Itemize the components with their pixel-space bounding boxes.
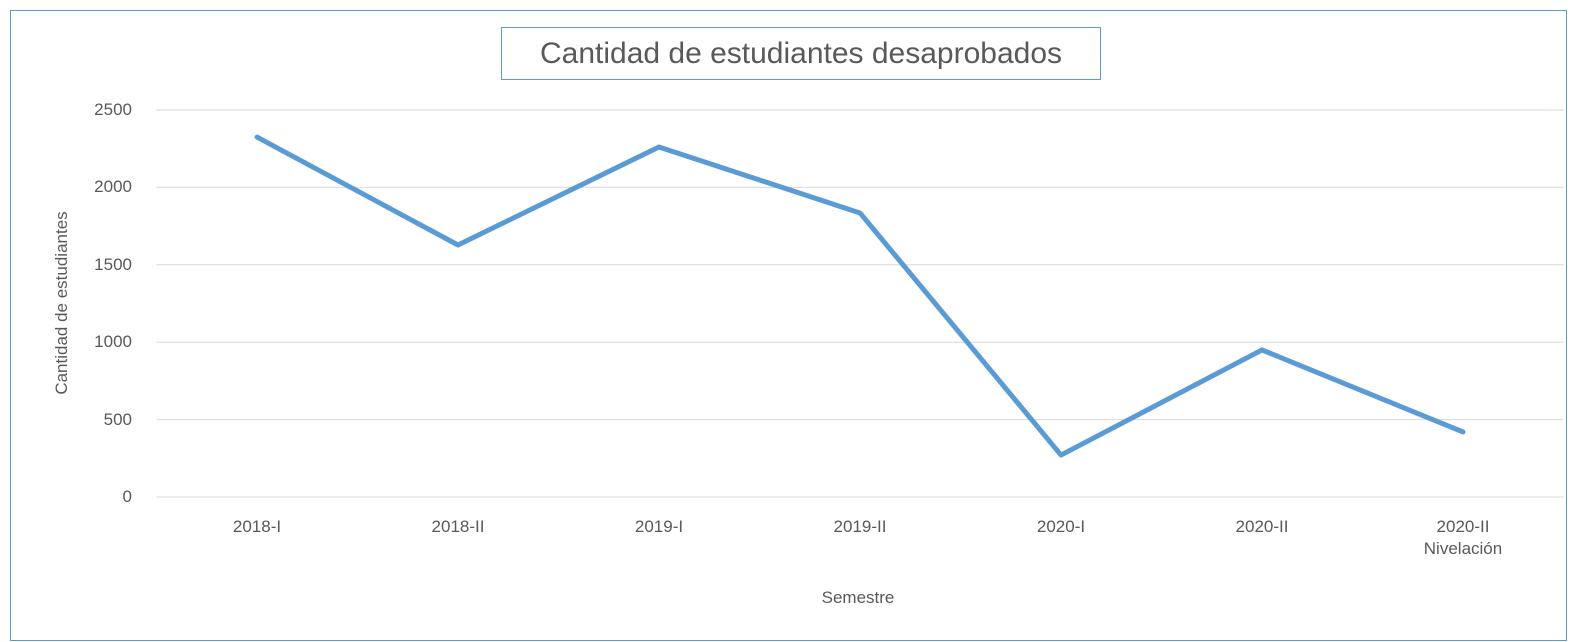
x-axis-title: Semestre <box>821 588 895 607</box>
y-tick-label: 2000 <box>94 177 132 197</box>
x-tick-label: 2019-II <box>833 517 887 536</box>
y-axis-title: Cantidad de estudiantes <box>52 211 71 395</box>
x-tick-label: 2018-II <box>431 517 485 536</box>
x-tick-label: 2020-II <box>1235 517 1289 536</box>
x-tick-label: 2018-I <box>232 517 282 536</box>
chart-border <box>10 10 1567 641</box>
x-tick-label: 2020-II Nivelación <box>1423 517 1503 558</box>
data-line <box>254 134 1466 458</box>
y-tick-label: 0 <box>122 487 132 506</box>
y-tick-label: 2500 <box>94 100 132 119</box>
x-tick-label: 2019-I <box>634 517 684 536</box>
chart-title: Cantidad de estudiantes desaprobados <box>501 27 1101 80</box>
y-tick-label: 1000 <box>94 332 132 352</box>
y-tick-label: 1500 <box>94 254 132 274</box>
x-tick-label: 2020-I <box>1036 517 1086 536</box>
y-tick-label: 500 <box>103 409 132 429</box>
